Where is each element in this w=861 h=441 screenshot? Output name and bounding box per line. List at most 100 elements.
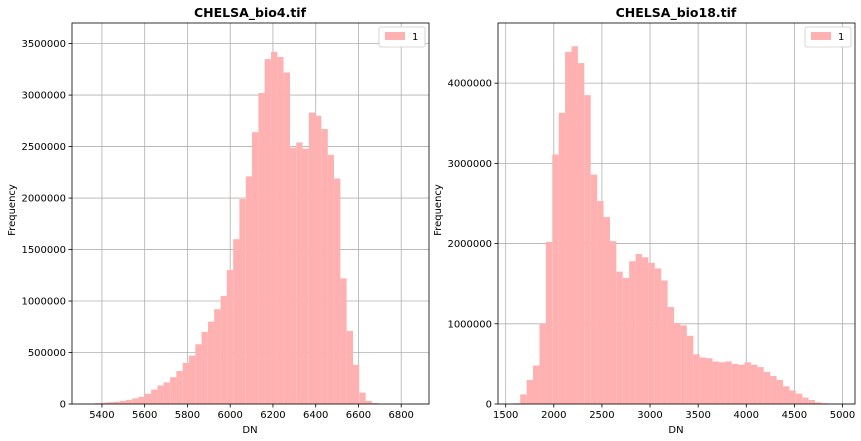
histogram-bar: [308, 112, 316, 404]
histogram-bar: [251, 132, 259, 404]
x-tick-label: 5600: [132, 410, 157, 421]
histogram-bar: [138, 396, 145, 404]
x-tick-label: 6200: [260, 410, 285, 421]
plot-frame: [71, 22, 430, 405]
bars: [513, 46, 835, 405]
legend: 1: [804, 26, 852, 48]
legend-label: 1: [838, 32, 844, 43]
histogram-bar: [776, 379, 783, 404]
histogram-bar: [699, 357, 707, 404]
histogram-bar: [725, 361, 732, 404]
chart-panel-bio4: CHELSA_bio4.tif 5400 5600 5800 6000 6200 6400…: [7, 5, 430, 436]
histogram-bar: [731, 363, 739, 404]
histogram-bar: [757, 367, 764, 404]
histogram-bar: [750, 364, 758, 404]
histogram-bar: [163, 382, 171, 404]
histogram-bar: [220, 295, 227, 404]
legend-label: 1: [412, 32, 418, 43]
histogram-bar: [577, 63, 585, 405]
histogram-bar: [346, 330, 354, 404]
x-tick-label: 6600: [346, 410, 371, 421]
histogram-bar: [327, 154, 334, 404]
legend-swatch: [811, 32, 831, 40]
histogram-bar: [789, 390, 796, 404]
histogram-bar: [513, 403, 521, 404]
histogram-bar: [539, 323, 546, 404]
y-axis-ticks: 0 1000000 2000000 3000000 4000000: [447, 79, 498, 411]
y-tick-label: 500000: [28, 348, 66, 359]
histogram-bar: [296, 142, 303, 404]
x-axis-ticks: 5400 5600 5800 6000 6200 6400 6600 6800: [89, 404, 414, 421]
histogram-bar: [814, 402, 822, 404]
histogram-bar: [763, 371, 771, 404]
histogram-bar: [352, 364, 360, 404]
histogram-bar: [119, 400, 126, 404]
x-tick-label: 2000: [541, 410, 566, 421]
histogram-bar: [795, 393, 803, 404]
histogram-bar: [661, 280, 668, 404]
histogram-bar: [157, 385, 164, 404]
y-tick-label: 1000000: [21, 297, 66, 308]
histogram-bar: [738, 364, 745, 404]
histogram-bar: [667, 306, 675, 404]
histogram-bar: [635, 254, 643, 404]
x-tick-label: 5400: [89, 410, 114, 421]
histogram-bar: [226, 270, 234, 404]
y-axis-label: Frequency: [7, 184, 18, 236]
histogram-bar: [616, 271, 623, 404]
histogram-bar: [648, 262, 655, 404]
histogram-bar: [125, 399, 133, 404]
y-tick-label: 2500000: [21, 142, 66, 153]
chart-panel-bio18: CHELSA_bio18.tif 1500 2000 2500 3000 3500 400…: [433, 5, 856, 436]
x-axis-label: DN: [668, 425, 683, 436]
plot-frame: [497, 22, 856, 405]
histogram-bar: [100, 402, 107, 404]
histogram-bar: [706, 358, 713, 404]
histogram-bar: [686, 335, 694, 404]
histogram-bar: [526, 379, 534, 404]
x-tick-label: 2500: [589, 410, 614, 421]
histogram-bar: [718, 362, 726, 404]
histogram-bar: [182, 362, 190, 404]
x-tick-label: 1500: [493, 410, 518, 421]
histogram-bar: [654, 268, 662, 404]
histogram-bar: [365, 400, 372, 404]
x-tick-label: 3500: [685, 410, 710, 421]
histogram-bar: [207, 321, 215, 404]
y-tick-label: 3500000: [21, 39, 66, 50]
histogram-bar: [520, 394, 527, 404]
x-tick-label: 6000: [217, 410, 242, 421]
histogram-bar: [693, 354, 700, 404]
histogram-bar: [188, 355, 196, 404]
histogram-bar: [195, 344, 202, 404]
histogram-bar: [201, 331, 208, 404]
histogram-bar: [151, 389, 158, 404]
histogram-bar: [245, 176, 253, 404]
grid: [498, 23, 855, 405]
histogram-bar: [770, 375, 777, 404]
histogram-bar: [552, 154, 559, 404]
y-tick-label: 1000000: [447, 319, 492, 330]
y-tick-label: 0: [60, 400, 66, 411]
chart-title: CHELSA_bio18.tif: [616, 5, 737, 21]
y-tick-label: 0: [486, 400, 492, 411]
histogram-bar: [170, 377, 177, 404]
histogram-bar: [233, 239, 240, 404]
histogram-bar: [744, 362, 751, 404]
x-axis-label: DN: [242, 425, 257, 436]
x-tick-label: 3000: [637, 410, 662, 421]
histogram-bar: [321, 129, 328, 404]
histogram-bar: [808, 399, 816, 404]
histogram-bar: [289, 147, 297, 404]
histogram-bar: [558, 112, 566, 405]
histogram-bar: [283, 72, 290, 404]
y-tick-label: 2000000: [447, 239, 492, 250]
histogram-bar: [783, 386, 790, 404]
legend-swatch: [385, 32, 405, 40]
histogram-bar: [571, 46, 578, 405]
histogram-bar: [214, 309, 221, 404]
y-axis-ticks: 0 500000 1000000 1500000 2000000 2500000 30000…: [21, 39, 72, 411]
histogram-bar: [144, 393, 152, 404]
x-tick-label: 5000: [830, 410, 855, 421]
histogram-bar: [597, 201, 604, 404]
